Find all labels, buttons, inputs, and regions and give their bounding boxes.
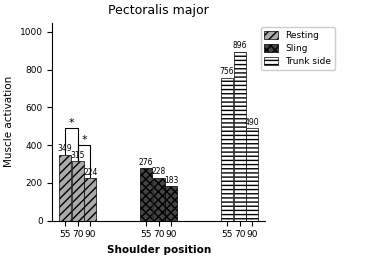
Text: *: * <box>68 118 74 128</box>
Bar <box>246 128 258 221</box>
Text: 224: 224 <box>83 168 98 177</box>
Text: *: * <box>81 134 87 145</box>
Bar <box>165 186 177 221</box>
Text: 276: 276 <box>139 158 153 167</box>
Y-axis label: Muscle activation: Muscle activation <box>4 76 14 167</box>
Text: 183: 183 <box>164 176 178 184</box>
Text: 756: 756 <box>220 67 234 76</box>
Text: 349: 349 <box>58 144 72 153</box>
Text: 896: 896 <box>233 41 247 50</box>
X-axis label: Shoulder position: Shoulder position <box>107 245 211 255</box>
Title: Pectoralis major: Pectoralis major <box>108 4 209 17</box>
Text: 315: 315 <box>70 151 85 160</box>
Bar <box>234 52 246 221</box>
Bar <box>59 155 71 221</box>
Bar <box>140 169 152 221</box>
Legend: Resting, Sling, Trunk side: Resting, Sling, Trunk side <box>261 27 335 70</box>
Bar <box>221 78 233 221</box>
Bar <box>72 161 84 221</box>
Bar <box>84 178 96 221</box>
Text: 490: 490 <box>245 118 260 127</box>
Bar <box>153 178 165 221</box>
Text: 228: 228 <box>152 167 166 176</box>
